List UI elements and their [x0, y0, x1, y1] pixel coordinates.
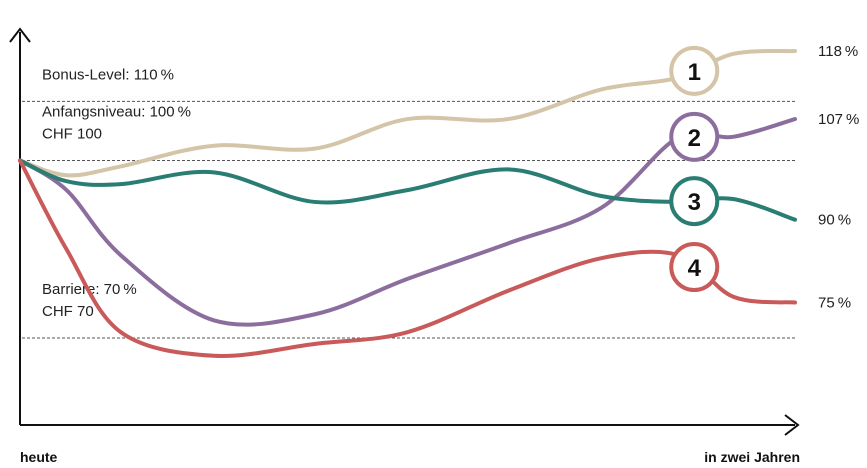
reference-label-initial: CHF 100 — [42, 126, 102, 143]
series-marker-label-1: 1 — [688, 59, 701, 86]
series-marker-4 — [669, 242, 720, 293]
series-end-label-2: 107 % — [818, 111, 859, 128]
reference-label-barrier: CHF 70 — [42, 303, 94, 320]
series-markers: 1 2 3 4 — [669, 45, 720, 293]
reference-label-bonus: Bonus-Level: 110 % — [42, 66, 174, 83]
series-end-label-3: 90 % — [818, 212, 851, 229]
series-end-label-4: 75 % — [818, 295, 851, 312]
series-marker-2 — [669, 111, 720, 162]
x-end-label: in zwei Jahren — [704, 449, 800, 465]
y-axis-arrow-icon — [9, 27, 31, 43]
x-start-label: heute — [20, 449, 58, 465]
series-marker-3 — [669, 176, 720, 227]
series-marker-label-2: 2 — [688, 125, 701, 152]
axes — [9, 27, 800, 436]
series-end-label-1: 118 % — [818, 43, 858, 60]
series-marker-label-3: 3 — [688, 189, 701, 216]
reference-label-initial: Anfangsniveau: 100 % — [42, 104, 191, 121]
x-axis-arrow-icon — [784, 414, 800, 436]
series-marker-label-4: 4 — [688, 255, 702, 282]
series-end-labels: 118 % 107 % 90 % 75 % — [818, 43, 859, 312]
series-marker-1 — [669, 45, 720, 96]
